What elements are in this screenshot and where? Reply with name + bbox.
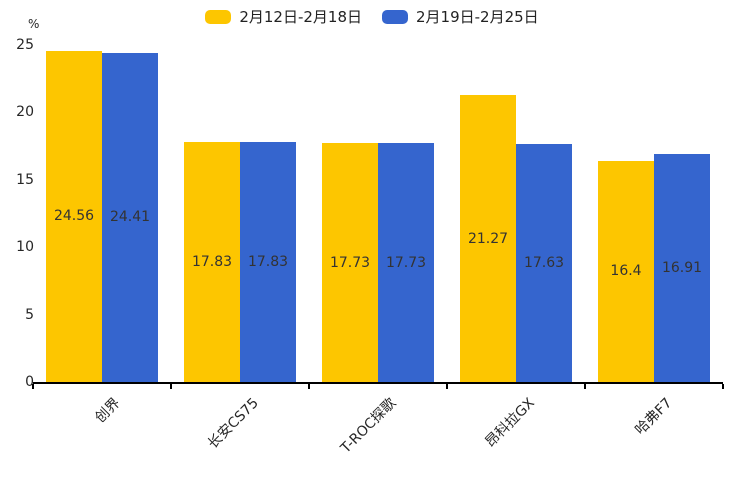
y-tick-label-5: 5 [25, 306, 34, 323]
bar-value-label: 17.83 [191, 253, 233, 270]
x-category-label-T-ROC探歌: T-ROC探歌 [338, 395, 400, 457]
bar-group-5: 16.4 16.91 [585, 45, 723, 382]
bar-series2-T-ROC探歌: 17.73 [378, 143, 434, 382]
x-axis-tick [722, 384, 724, 389]
bar-series1-哈弗F7: 16.4 [598, 160, 654, 382]
y-axis-unit-label: % [28, 17, 40, 31]
bar-series1-长安CS75: 17.83 [184, 141, 240, 382]
legend-item-week1: 2月12日-2月18日 [205, 8, 362, 26]
bar-series2-长安CS75: 17.83 [240, 141, 296, 382]
x-axis-category-labels: 创界 长安CS75 T-ROC探歌 昂科拉GX 哈弗F7 [33, 388, 723, 488]
x-axis-tick [308, 384, 310, 389]
bar-group-2: 17.83 17.83 [171, 45, 309, 382]
y-tick-label-0: 0 [25, 374, 34, 390]
y-tick-label-15: 15 [16, 171, 34, 188]
x-axis-tick [446, 384, 448, 389]
bar-group-1: 24.56 24.41 [33, 45, 171, 382]
bar-series1-昂科拉GX: 21.27 [460, 95, 516, 382]
legend: 2月12日-2月18日 2月19日-2月25日 [0, 8, 744, 26]
bar-value-label: 17.83 [247, 253, 289, 270]
bar-value-label: 16.4 [610, 263, 642, 280]
bar-value-label: 17.63 [523, 255, 565, 272]
bar-series2-哈弗F7: 16.91 [654, 154, 710, 382]
bar-series1-T-ROC探歌: 17.73 [322, 143, 378, 382]
x-axis-tick [170, 384, 172, 389]
legend-swatch-yellow-icon [205, 10, 232, 24]
x-category-label-创界: 创界 [92, 395, 124, 427]
bar-value-label: 17.73 [329, 254, 371, 271]
legend-label-week1: 2月12日-2月18日 [239, 8, 362, 26]
x-category-label-昂科拉GX: 昂科拉GX [481, 395, 538, 451]
x-axis-tick [32, 384, 34, 389]
bar-series1-创界: 24.56 [46, 50, 102, 382]
x-category-label-长安CS75: 长安CS75 [204, 395, 262, 453]
bar-value-label: 24.56 [53, 208, 95, 225]
y-axis-tick-labels: 0 5 10 15 20 25 [0, 37, 36, 390]
bar-group-3: 17.73 17.73 [309, 45, 447, 382]
legend-swatch-blue-icon [382, 10, 408, 24]
bar-series2-创界: 24.41 [102, 52, 158, 382]
y-tick-label-25: 25 [16, 37, 34, 53]
bar-value-label: 17.73 [385, 254, 427, 271]
bar-value-label: 24.41 [109, 209, 151, 226]
x-axis-tick [584, 384, 586, 389]
x-category-label-哈弗F7: 哈弗F7 [632, 395, 676, 439]
bar-series2-昂科拉GX: 17.63 [516, 144, 572, 382]
bar-groups: 24.56 24.41 17.83 17.83 17.73 17.73 21.27 17.63… [33, 45, 723, 382]
bar-value-label: 16.91 [661, 260, 703, 277]
plot-area: 24.56 24.41 17.83 17.83 17.73 17.73 21.27 17.63… [32, 45, 724, 389]
y-tick-label-20: 20 [16, 104, 34, 121]
legend-label-week2: 2月19日-2月25日 [416, 8, 539, 26]
y-tick-label-10: 10 [16, 239, 34, 256]
legend-item-week2: 2月19日-2月25日 [382, 8, 539, 26]
bar-value-label: 21.27 [467, 230, 509, 247]
bar-group-4: 21.27 17.63 [447, 45, 585, 382]
